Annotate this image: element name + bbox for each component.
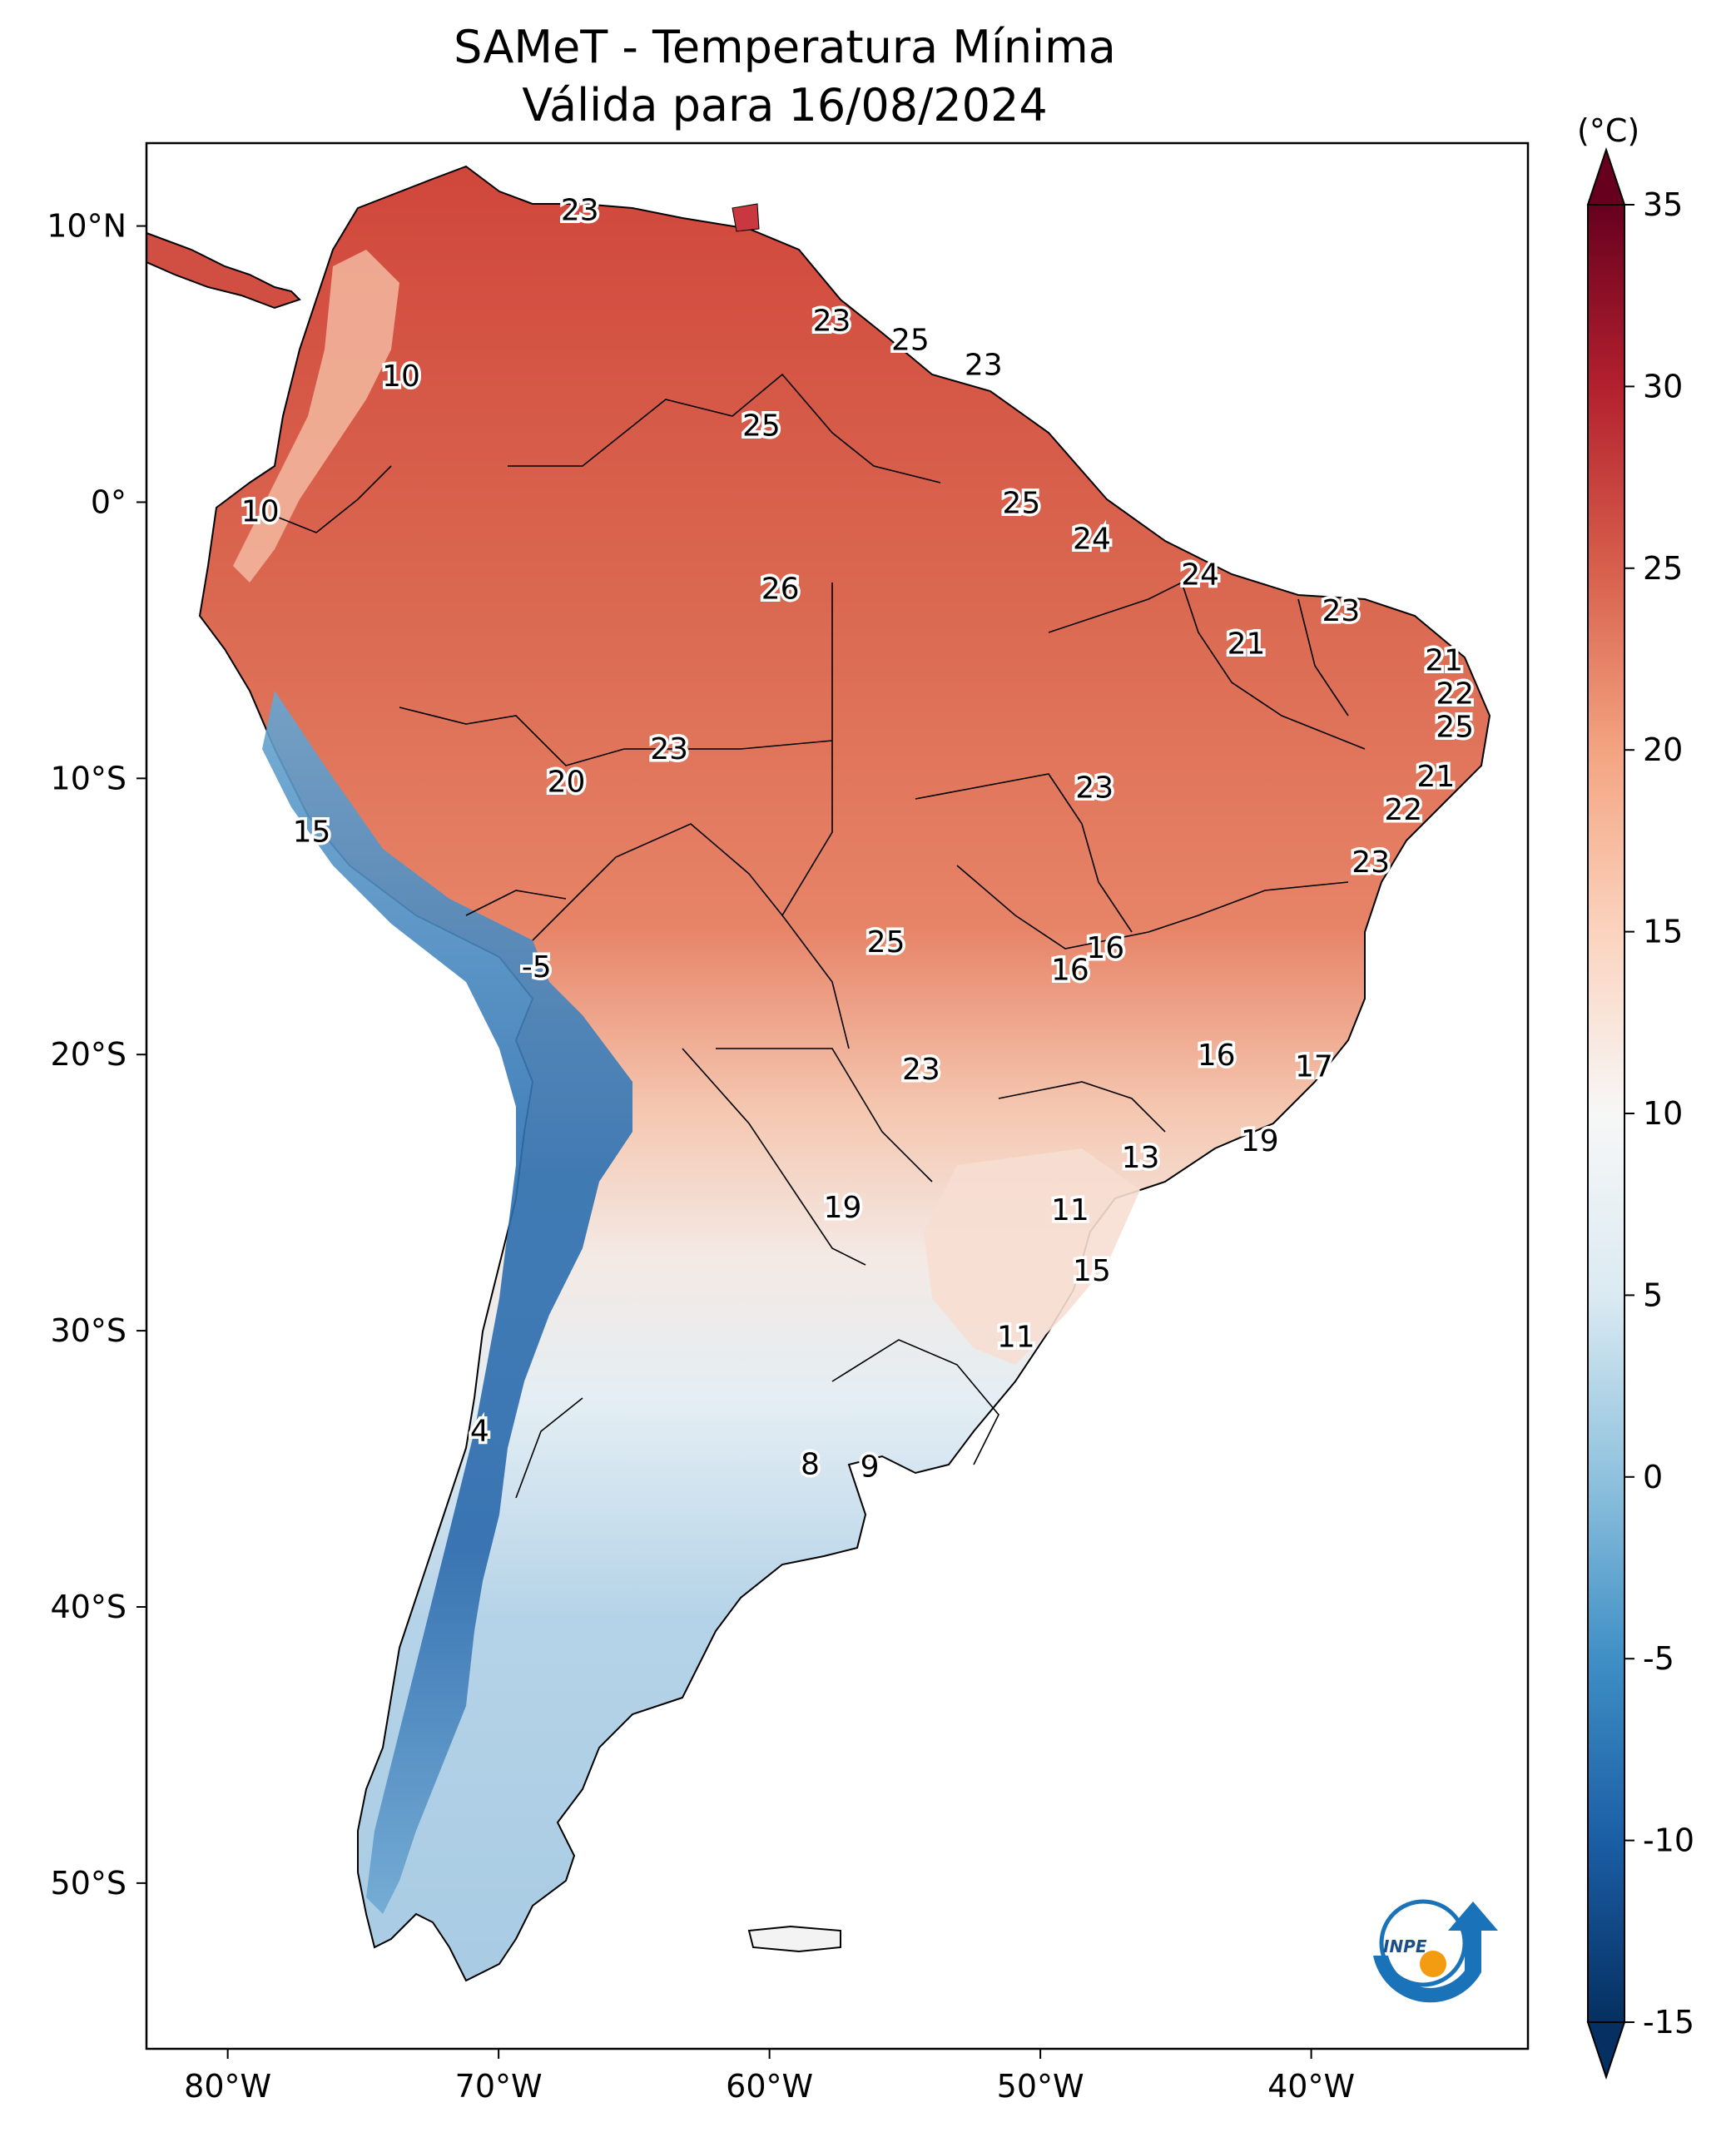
- southern-brazil-patch: [924, 1148, 1140, 1365]
- x-axis-ticks: 80°W 70°W 60°W 50°W 40°W: [184, 2049, 1355, 2105]
- map-title: SAMeT - Temperatura Mínima: [454, 21, 1116, 73]
- map-subtitle: Válida para 16/08/2024: [522, 79, 1048, 131]
- colorbar-tick-label: 5: [1643, 1277, 1663, 1313]
- inpe-logo: INPE: [1373, 1899, 1498, 2003]
- temperature-label: 24: [1073, 523, 1111, 557]
- y-tick-label: 50°S: [51, 1865, 126, 1902]
- temperature-label: 16: [1086, 931, 1124, 965]
- temperature-label: 22: [1384, 793, 1422, 827]
- colorbar-tick-label: -15: [1643, 2004, 1694, 2040]
- temperature-label: 10: [241, 494, 280, 528]
- temperature-label: 24: [1181, 558, 1219, 593]
- central-america-tip: [146, 231, 301, 310]
- temperature-label: 21: [1228, 627, 1266, 662]
- temperature-label: 25: [867, 925, 905, 959]
- inpe-logo-text: INPE: [1383, 1936, 1427, 1956]
- y-tick-label: 10°N: [47, 208, 126, 245]
- temperature-label: -5: [522, 950, 552, 984]
- temperature-label: 13: [1122, 1141, 1160, 1175]
- x-tick-label: 60°W: [726, 2068, 813, 2105]
- temperature-label: 22: [1436, 677, 1474, 711]
- x-tick-label: 70°W: [455, 2068, 543, 2105]
- y-tick-label: 20°S: [51, 1036, 126, 1073]
- temperature-label: 23: [1322, 594, 1361, 628]
- country-borders: [274, 373, 1366, 1499]
- colorbar-ticks: 35 30 25 20 15 10 5 0 -5 -10 -15: [1624, 186, 1694, 2040]
- temperature-label: 26: [761, 572, 800, 606]
- temperature-label: 23: [965, 349, 1003, 383]
- x-tick-label: 40°W: [1267, 2068, 1355, 2105]
- y-tick-label: 40°S: [51, 1589, 126, 1625]
- temperature-label: 19: [824, 1191, 862, 1225]
- colorbar-tick-label: 0: [1643, 1459, 1663, 1495]
- colorbar-tick-label: 35: [1643, 186, 1683, 223]
- temperature-label: 23: [650, 732, 688, 766]
- temperature-label: 21: [1425, 644, 1463, 678]
- temperature-label: 25: [742, 409, 781, 444]
- colorbar-unit: (°C): [1577, 112, 1639, 149]
- temperature-label: 25: [891, 324, 930, 358]
- temperature-label: 16: [1051, 953, 1089, 987]
- colorbar-gradient: [1587, 204, 1625, 2023]
- plot-frame: [145, 141, 1530, 2050]
- colorbar-tick-label: -5: [1643, 1640, 1674, 1677]
- temperature-label: 4: [470, 1415, 489, 1449]
- temperature-label: 20: [548, 766, 586, 800]
- temperature-label: 23: [1075, 771, 1114, 805]
- continent-layer: [146, 165, 1491, 1982]
- colorbar-tick-label: 25: [1643, 550, 1683, 587]
- temperature-label: 15: [293, 815, 331, 849]
- y-tick-label: 0°: [91, 483, 126, 520]
- colorbar-tick-label: 15: [1643, 914, 1683, 950]
- temperature-label: 23: [561, 194, 599, 228]
- colorbar-tick-label: 20: [1643, 731, 1683, 768]
- colorbar: (°C) 35 30 25 20 15 10 5 0 -5 -10 -15: [1577, 112, 1694, 2080]
- colorbar-tick-label: 30: [1643, 368, 1683, 404]
- andes-cold-band: [262, 691, 632, 1914]
- y-axis-ticks: 10°N 0° 10°S 20°S 30°S 40°S 50°S: [47, 208, 146, 1902]
- caribbean-islands: [732, 203, 760, 232]
- temperature-label: 25: [1436, 710, 1474, 744]
- temperature-label: 16: [1198, 1039, 1236, 1073]
- temperature-label: 25: [1002, 486, 1040, 520]
- colorbar-max-arrow: [1586, 146, 1626, 206]
- colorbar-tick-label: -10: [1643, 1822, 1694, 1859]
- temperature-label: 15: [1073, 1254, 1111, 1288]
- temperature-label: 19: [1241, 1124, 1279, 1158]
- northern-andes-strip: [233, 250, 399, 583]
- temperature-label: 10: [382, 359, 420, 394]
- temperature-label: 11: [997, 1321, 1035, 1355]
- temperature-label: 21: [1416, 760, 1455, 794]
- y-tick-label: 30°S: [51, 1312, 126, 1349]
- temperature-label: 17: [1295, 1049, 1333, 1083]
- x-tick-label: 80°W: [184, 2068, 271, 2105]
- temperature-label: 23: [1352, 845, 1390, 880]
- y-tick-label: 10°S: [51, 760, 126, 796]
- temperature-label: 9: [861, 1450, 880, 1485]
- colorbar-tick-label: 10: [1643, 1095, 1683, 1132]
- temperature-label: 8: [801, 1447, 820, 1481]
- temperature-label: 23: [902, 1053, 940, 1087]
- temperature-label: 11: [1051, 1193, 1089, 1227]
- temperature-label: 23: [813, 304, 851, 338]
- x-tick-label: 50°W: [997, 2068, 1084, 2105]
- falkland-islands: [747, 1925, 841, 1953]
- colorbar-min-arrow: [1586, 2021, 1626, 2080]
